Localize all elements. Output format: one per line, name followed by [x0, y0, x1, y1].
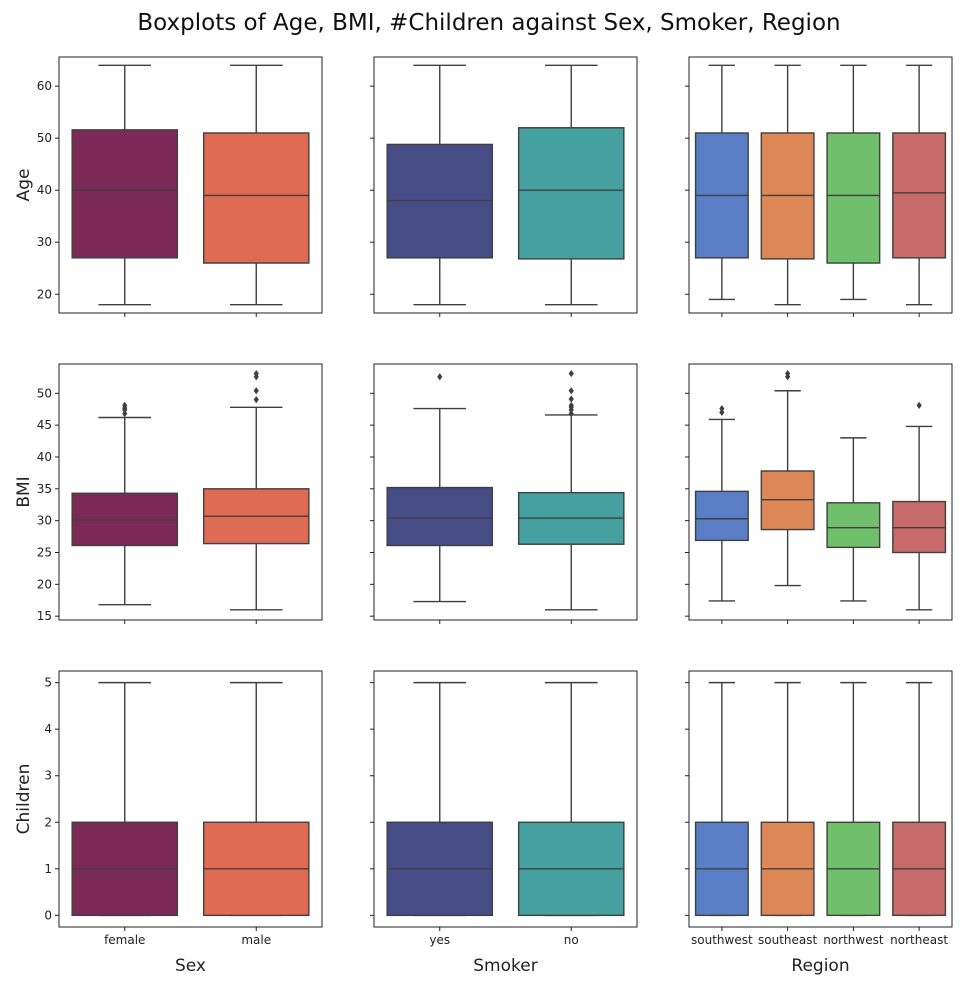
outlier-northeast-0 [916, 401, 922, 409]
axes-frame [688, 56, 953, 314]
ytick-label: 50 [37, 131, 52, 145]
figure-title: Boxplots of Age, BMI, #Children against … [137, 10, 840, 36]
panel-children-region: southwest southeast northwest northeast Regi… [685, 670, 953, 976]
outlier-male-3 [253, 369, 259, 378]
panel-age-sex: 20 30 40 50 60 [37, 56, 323, 317]
panel-children-sex: 0 1 2 3 4 5 female male Sex [44, 670, 323, 976]
axes-frame [58, 56, 323, 314]
ytick-label: 45 [37, 418, 52, 432]
yaxis-label-age: Age [14, 169, 34, 202]
box-no [517, 127, 625, 260]
ytick-label: 4 [44, 722, 52, 736]
axes-frame [688, 670, 953, 928]
ytick-label: 35 [37, 482, 52, 496]
box-northwest [826, 502, 881, 549]
yaxis-label-bmi: BMI [14, 476, 34, 507]
box-northeast [892, 132, 947, 259]
outlier-no-6 [568, 369, 574, 378]
outlier-no-4 [568, 395, 574, 403]
outlier-female-3 [122, 401, 128, 409]
outlier-southwest-0 [719, 408, 725, 416]
axes-frame [373, 56, 638, 314]
ytick-label: 40 [37, 450, 52, 464]
xtick-label-northwest: northwest [823, 933, 884, 947]
xtick-label-yes: yes [429, 933, 450, 947]
xaxis-label-smoker: Smoker [473, 956, 537, 976]
xtick-label-no: no [564, 933, 579, 947]
ytick-label: 20 [37, 577, 52, 591]
axes-frame [373, 363, 638, 621]
panel-bmi-smoker [370, 363, 638, 624]
xtick-label-female: female [104, 933, 145, 947]
ytick-label: 30 [37, 514, 52, 528]
box-yes [386, 486, 494, 547]
ytick-label: 1 [44, 862, 52, 876]
outlier-no-5 [568, 387, 574, 395]
xtick-label-southeast: southeast [758, 933, 817, 947]
ytick-label: 0 [44, 908, 52, 922]
box-male [202, 132, 310, 264]
panel-age-region [685, 56, 953, 317]
axes-frame [58, 363, 323, 621]
ytick-label: 3 [44, 769, 52, 783]
panel-children-smoker: yes no Smoker [370, 670, 638, 976]
ytick-label: 15 [37, 609, 52, 623]
box-northwest [826, 132, 881, 264]
ytick-label: 30 [37, 235, 52, 249]
outlier-yes-0 [437, 373, 443, 381]
panel-bmi-sex: 15 20 25 30 35 40 45 50 [37, 363, 323, 624]
outlier-southeast-1 [785, 369, 791, 378]
ytick-label: 20 [37, 287, 52, 301]
xaxis-label-sex: Sex [175, 956, 206, 976]
xtick-label-southwest: southwest [691, 933, 753, 947]
outlier-male-1 [253, 387, 259, 395]
axes-frame [688, 363, 953, 621]
panel-bmi-region [685, 363, 953, 624]
ytick-label: 50 [37, 386, 52, 400]
axes-frame [373, 670, 638, 928]
box-southwest [694, 490, 749, 542]
xtick-label-northeast: northeast [890, 933, 948, 947]
outlier-female-0 [122, 410, 128, 418]
outlier-no-3 [568, 401, 574, 409]
xtick-label-male: male [241, 933, 271, 947]
outlier-no-0 [568, 410, 574, 418]
ytick-label: 2 [44, 815, 52, 829]
outlier-male-0 [253, 396, 259, 404]
outlier-southwest-1 [719, 404, 725, 413]
axes-frame [58, 670, 323, 928]
panel-age-smoker [370, 56, 638, 317]
ytick-label: 40 [37, 183, 52, 197]
ytick-label: 60 [37, 79, 52, 93]
ytick-label: 5 [44, 676, 52, 690]
panels-group: 2030405060Age1520253035404550BMI012345fe… [14, 56, 953, 976]
box-female [71, 129, 179, 259]
ytick-label: 25 [37, 545, 52, 559]
yaxis-label-children: Children [14, 764, 34, 835]
xaxis-label-region: Region [791, 956, 849, 976]
